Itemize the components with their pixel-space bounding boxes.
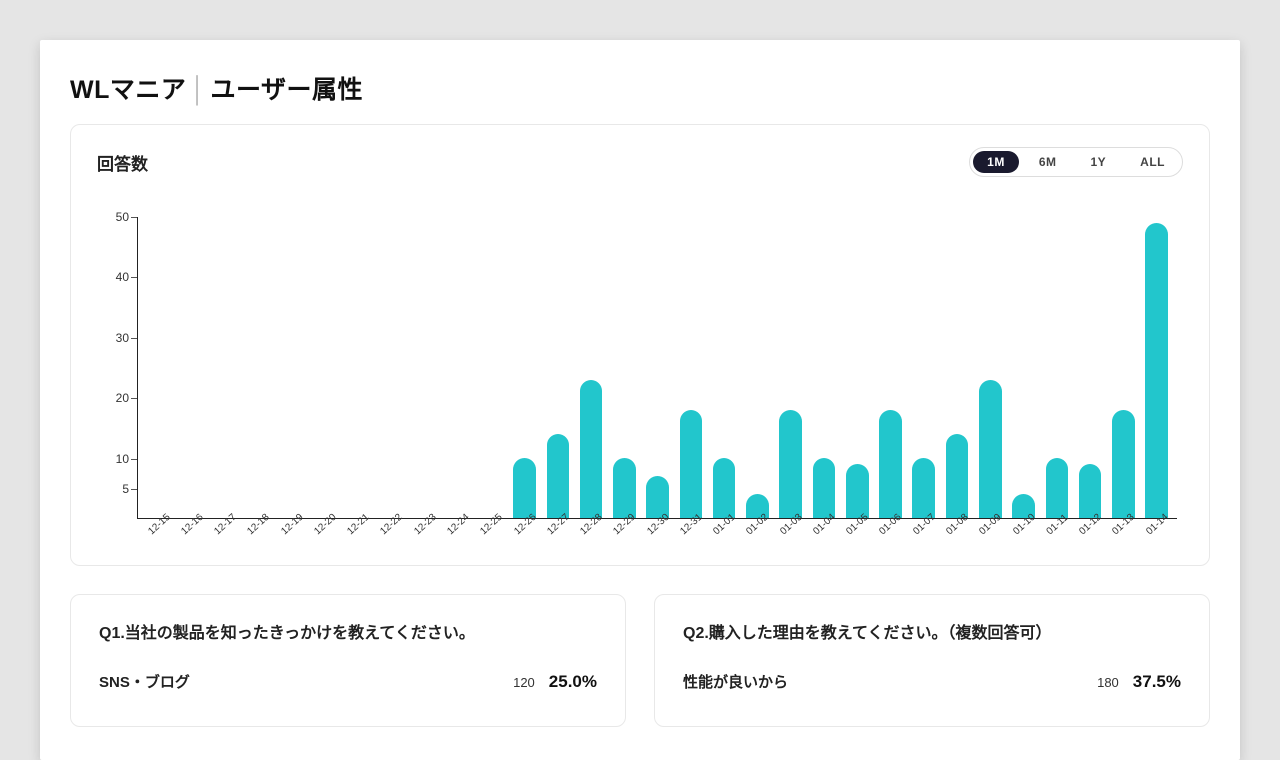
responses-panel-title: 回答数: [97, 150, 148, 175]
bar-slot: 12-16: [175, 217, 208, 518]
answer-percent: 25.0%: [549, 672, 597, 692]
x-axis-label: 12-21: [345, 512, 371, 537]
bar-slot: 12-18: [242, 217, 275, 518]
bar-slot: 01-06: [874, 217, 907, 518]
x-axis-label: 12-20: [312, 512, 338, 537]
bar-slot: 01-14: [1140, 217, 1173, 518]
answer-percent: 37.5%: [1133, 672, 1181, 692]
bar-slot: 01-04: [807, 217, 840, 518]
bar-slot: 12-28: [574, 217, 607, 518]
bar[interactable]: [979, 380, 1002, 518]
bar-slot: 12-22: [375, 217, 408, 518]
bar[interactable]: [580, 380, 603, 518]
bar[interactable]: [513, 458, 536, 518]
bar-slot: 12-24: [441, 217, 474, 518]
answer-count: 180: [1097, 675, 1119, 690]
answer-label: 性能が良いから: [683, 671, 788, 692]
bar-slot: 01-02: [741, 217, 774, 518]
questions-row: Q1.当社の製品を知ったきっかけを教えてください。 SNS・ブログ 120 25.0…: [70, 594, 1210, 727]
x-axis-label: 12-17: [212, 512, 238, 537]
bar[interactable]: [879, 410, 902, 518]
bar-slot: 12-17: [209, 217, 242, 518]
answer-count: 120: [513, 675, 535, 690]
range-btn-all[interactable]: ALL: [1126, 151, 1179, 173]
x-axis-label: 12-23: [412, 512, 438, 537]
bar-slot: 01-10: [1007, 217, 1040, 518]
q1-answers: SNS・ブログ 120 25.0%: [99, 671, 597, 692]
x-axis-label: 12-25: [478, 512, 504, 537]
bar-slot: 12-29: [608, 217, 641, 518]
bar[interactable]: [846, 464, 869, 518]
x-axis-label: 12-24: [445, 512, 471, 537]
bar[interactable]: [1112, 410, 1135, 518]
range-btn-1m[interactable]: 1M: [973, 151, 1019, 173]
bar-slot: 01-12: [1073, 217, 1106, 518]
bar-slot: 12-30: [641, 217, 674, 518]
answer-label: SNS・ブログ: [99, 671, 190, 692]
bar[interactable]: [779, 410, 802, 518]
bar[interactable]: [1079, 464, 1102, 518]
bar[interactable]: [813, 458, 836, 518]
responses-panel-header: 回答数 1M 6M1Y ALL: [97, 147, 1183, 177]
bar-slot: 01-13: [1107, 217, 1140, 518]
bar[interactable]: [680, 410, 703, 518]
section-name: ユーザー属性: [211, 76, 364, 104]
range-selector: 1M 6M1Y ALL: [969, 147, 1183, 177]
bar-slot: 01-03: [774, 217, 807, 518]
bar-slot: 12-31: [674, 217, 707, 518]
page-title: WLマニア│ユーザー属性: [70, 70, 1210, 106]
bar-slot: 12-25: [475, 217, 508, 518]
range-btn-6m[interactable]: 6M: [1025, 151, 1071, 173]
y-axis-label: 20: [116, 391, 129, 405]
bar-slot: 01-08: [940, 217, 973, 518]
q1-panel: Q1.当社の製品を知ったきっかけを教えてください。 SNS・ブログ 120 25.0…: [70, 594, 626, 727]
q2-answer-row: 性能が良いから 180 37.5%: [683, 671, 1181, 692]
y-axis-label: 40: [116, 270, 129, 284]
bar-slot: 01-09: [974, 217, 1007, 518]
chart-plot: 12-1512-1612-1712-1812-1912-2012-2112-22…: [137, 217, 1177, 519]
bar-slot: 12-27: [541, 217, 574, 518]
bar-slot: 12-26: [508, 217, 541, 518]
x-axis-label: 12-16: [179, 512, 205, 537]
x-axis-label: 12-19: [279, 512, 305, 537]
y-axis-label: 50: [116, 210, 129, 224]
bar[interactable]: [1145, 223, 1168, 518]
responses-chart: 50403020105 12-1512-1612-1712-1812-1912-…: [97, 217, 1183, 547]
responses-panel: 回答数 1M6M1YALL 50403020105 12-1512-1612-1…: [70, 124, 1210, 566]
answer-numbers: 120 25.0%: [513, 672, 597, 692]
bar[interactable]: [713, 458, 736, 518]
y-axis: 50403020105: [105, 217, 129, 519]
q2-title: Q2.購入した理由を教えてください。（複数回答可）: [683, 619, 1181, 643]
x-axis-label: 12-22: [379, 512, 405, 537]
bar[interactable]: [912, 458, 935, 518]
bar[interactable]: [613, 458, 636, 518]
bar-slot: 12-21: [342, 217, 375, 518]
brand-name: WLマニア: [70, 76, 186, 104]
bar-slot: 12-20: [308, 217, 341, 518]
bar-slot: 12-15: [142, 217, 175, 518]
bar[interactable]: [946, 434, 969, 518]
x-axis-label: 12-15: [146, 512, 172, 537]
bar-slot: 01-11: [1040, 217, 1073, 518]
bar-slot: 01-07: [907, 217, 940, 518]
y-axis-label: 5: [122, 482, 129, 496]
y-axis-label: 10: [116, 452, 129, 466]
q1-answer-row: SNS・ブログ 120 25.0%: [99, 671, 597, 692]
bar-slot: 01-01: [708, 217, 741, 518]
bar-slot: 01-05: [841, 217, 874, 518]
x-axis-label: 12-18: [246, 512, 272, 537]
bar-slot: 12-23: [408, 217, 441, 518]
answer-numbers: 180 37.5%: [1097, 672, 1181, 692]
range-btn-1y[interactable]: 1Y: [1076, 151, 1120, 173]
bar[interactable]: [1046, 458, 1069, 518]
q2-answers: 性能が良いから 180 37.5%: [683, 671, 1181, 692]
bar[interactable]: [547, 434, 570, 518]
bar[interactable]: [646, 476, 669, 518]
dashboard-card: WLマニア│ユーザー属性 回答数 1M 6M1Y ALL 50 40 30 20 10 5 1…: [40, 40, 1240, 760]
bar-slot: 12-19: [275, 217, 308, 518]
q1-title: Q1.当社の製品を知ったきっかけを教えてください。: [99, 619, 597, 643]
q2-panel: Q2.購入した理由を教えてください。（複数回答可） 性能が良いから 180 37.5…: [654, 594, 1210, 727]
title-divider: │: [190, 76, 206, 104]
y-axis-label: 30: [116, 331, 129, 345]
